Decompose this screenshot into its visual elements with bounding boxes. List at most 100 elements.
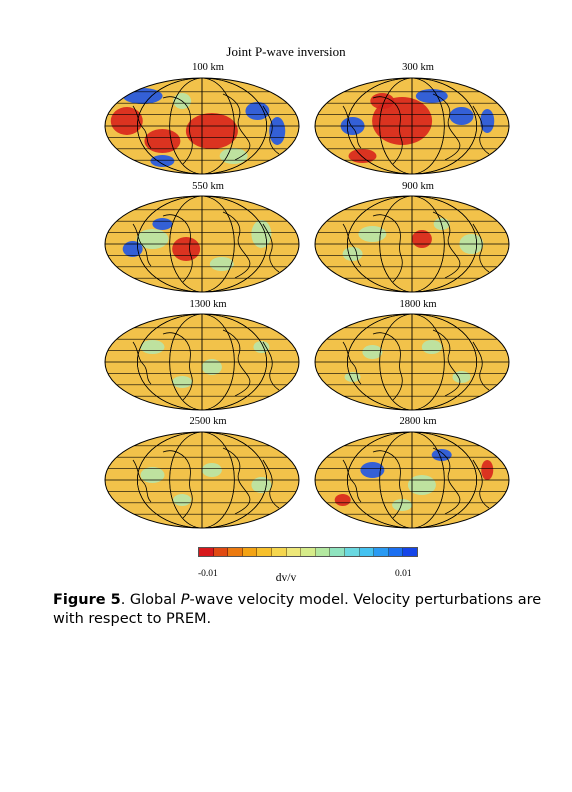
tomography-map-1800km	[314, 313, 510, 411]
coastline	[262, 105, 280, 155]
coastline	[162, 96, 193, 165]
map-outline	[314, 195, 510, 293]
coastline	[222, 93, 251, 161]
colorbar-swatch	[271, 548, 287, 556]
coastline	[132, 459, 152, 503]
coastline	[262, 223, 280, 273]
figure-caption: Figure 5. Global P-wave velocity model. …	[53, 591, 568, 629]
coastline	[222, 211, 251, 279]
velocity-anomaly	[144, 129, 181, 153]
tomography-map-550km	[104, 195, 300, 293]
colorbar-swatch	[344, 548, 360, 556]
colorbar-swatch	[374, 548, 389, 556]
velocity-anomaly	[140, 340, 165, 354]
velocity-anomaly	[452, 371, 471, 383]
colorbar-swatch	[403, 548, 417, 556]
velocity-anomaly	[392, 499, 413, 511]
velocity-anomaly	[209, 257, 234, 271]
coastline	[222, 447, 251, 515]
velocity-anomaly	[201, 463, 222, 477]
coastline	[262, 341, 280, 391]
coastline	[132, 105, 152, 149]
caption-text-2: -wave velocity model. Velocity perturbat…	[53, 592, 542, 627]
velocity-anomaly	[269, 117, 286, 145]
tomography-map-1300km	[104, 313, 300, 411]
coastline	[472, 341, 490, 391]
coastline	[372, 96, 403, 165]
velocity-anomaly	[201, 359, 222, 375]
coastline	[162, 450, 193, 519]
velocity-anomaly	[421, 340, 442, 354]
velocity-anomaly	[172, 376, 193, 388]
colorbar-max-label: 0.01	[395, 569, 412, 579]
coastline	[372, 332, 403, 401]
map-outline	[314, 313, 510, 411]
velocity-anomaly	[449, 107, 474, 125]
tomography-map-2500km	[104, 431, 300, 529]
velocity-anomaly	[480, 109, 495, 133]
velocity-anomaly	[185, 113, 238, 149]
map-label-1800km: 1800 km	[399, 299, 437, 310]
velocity-anomaly	[253, 341, 270, 353]
caption-figure-number: Figure 5	[53, 592, 121, 608]
velocity-anomaly	[431, 449, 452, 461]
figure-title: Joint P-wave inversion	[226, 44, 346, 59]
map-outline	[104, 313, 300, 411]
coastline	[432, 447, 461, 515]
coastline	[342, 105, 362, 149]
tomography-map-300km	[314, 77, 510, 175]
map-outline	[104, 77, 300, 175]
map-label-900km: 900 km	[402, 181, 434, 192]
coastline	[162, 214, 193, 283]
coastline	[372, 450, 403, 519]
map-outline	[104, 431, 300, 529]
velocity-anomaly	[173, 494, 192, 506]
coastline	[432, 211, 461, 279]
colorbar-swatch	[330, 548, 345, 556]
velocity-anomaly	[372, 97, 433, 145]
map-outline	[104, 195, 300, 293]
velocity-anomaly	[152, 218, 173, 230]
map-outline	[314, 77, 510, 175]
map-label-100km: 100 km	[192, 62, 224, 73]
colorbar-swatch	[228, 548, 243, 556]
coastline	[432, 93, 461, 161]
colorbar-swatch	[359, 548, 375, 556]
coastline	[472, 459, 490, 509]
coastline	[342, 223, 362, 267]
velocity-anomaly	[348, 149, 377, 163]
coastline	[132, 341, 152, 385]
map-label-2800km: 2800 km	[399, 416, 437, 427]
colorbar-swatch	[199, 548, 214, 556]
coastline	[472, 105, 490, 155]
velocity-anomaly	[122, 241, 143, 257]
colorbar-swatch	[286, 548, 302, 556]
map-label-300km: 300 km	[402, 62, 434, 73]
velocity-anomaly	[150, 155, 175, 167]
colorbar-swatch	[301, 548, 316, 556]
velocity-anomaly	[342, 247, 363, 261]
caption-text-1: . Global	[120, 592, 181, 608]
coastline	[162, 332, 193, 401]
coastline	[132, 223, 152, 267]
map-label-1300km: 1300 km	[189, 299, 227, 310]
velocity-anomaly	[362, 345, 383, 359]
colorbar	[198, 547, 418, 557]
caption-italic-p: P	[180, 592, 190, 608]
tomography-map-2800km	[314, 431, 510, 529]
velocity-anomaly	[344, 372, 361, 382]
colorbar-swatch	[257, 548, 272, 556]
velocity-anomaly	[415, 89, 448, 103]
coastline	[432, 329, 461, 397]
velocity-anomaly	[481, 460, 494, 480]
tomography-map-900km	[314, 195, 510, 293]
colorbar-min-label: -0.01	[198, 569, 218, 579]
coastline	[262, 459, 280, 509]
velocity-anomaly	[334, 494, 351, 506]
colorbar-swatch	[242, 548, 258, 556]
colorbar-swatch	[213, 548, 229, 556]
velocity-anomaly	[172, 237, 201, 261]
map-outline	[314, 431, 510, 529]
velocity-anomaly	[110, 107, 143, 135]
colorbar-swatch	[388, 548, 404, 556]
